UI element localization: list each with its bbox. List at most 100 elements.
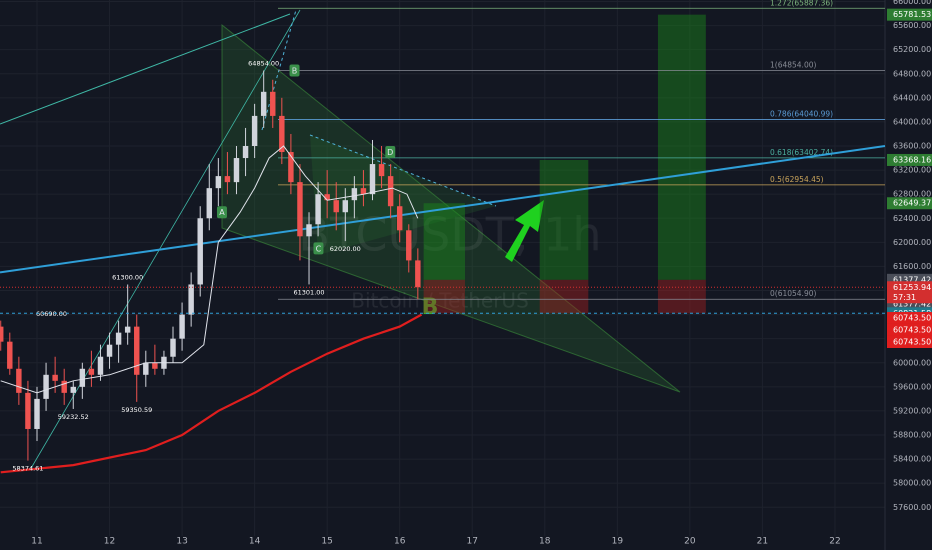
candle-body	[288, 152, 294, 183]
price-label-box	[887, 8, 932, 21]
channel-line	[29, 9, 301, 471]
price-label: 60743.50	[893, 337, 931, 346]
candle-body	[52, 374, 58, 381]
y-tick-label: 65600.00	[893, 21, 931, 30]
candle-body	[387, 176, 394, 207]
candle-body	[197, 218, 203, 285]
fib-label: 0.5(62954.45)	[770, 175, 824, 184]
pattern-label: A	[219, 208, 225, 217]
y-tick-label: 66000.00	[893, 0, 931, 6]
y-tick-label: 59200.00	[893, 406, 931, 415]
y-tick-label: 58800.00	[893, 431, 931, 440]
price-label: 60743.50	[893, 325, 931, 334]
y-tick-label: 58400.00	[893, 455, 931, 464]
fib-label: 1.272(65887.36)	[770, 0, 833, 7]
candle-body	[360, 188, 367, 195]
dashed-line	[261, 9, 297, 131]
candle-body	[333, 200, 339, 213]
y-tick-label: 64800.00	[893, 69, 931, 78]
pattern-label: B	[292, 67, 298, 76]
pattern-point	[313, 242, 324, 255]
candle-body	[215, 176, 222, 189]
pattern-point	[385, 146, 396, 159]
price-label: 61377.42	[893, 275, 931, 284]
price-label-box	[887, 335, 932, 348]
candle-body	[152, 362, 158, 369]
x-tick-label: 13	[176, 537, 187, 547]
candle-body	[170, 338, 176, 357]
price-annotation: 59232.52	[58, 413, 89, 421]
price-annotation: 58374.61	[12, 465, 43, 473]
candle-body	[415, 260, 421, 288]
candle-body	[61, 380, 67, 393]
x-tick-label: 11	[31, 537, 42, 547]
y-tick-label: 63600.00	[893, 142, 931, 151]
y-tick-label: 64400.00	[893, 93, 931, 102]
loss-zone	[423, 279, 465, 314]
y-tick-label: 64000.00	[893, 117, 931, 126]
candle-body	[242, 146, 249, 159]
candle-body	[315, 194, 321, 225]
price-annotation: 59350.59	[121, 406, 152, 414]
x-tick-label: 21	[757, 537, 768, 547]
pattern-label: D	[387, 148, 393, 157]
arrow	[505, 200, 544, 262]
candle-body	[351, 188, 358, 201]
watermark: BTCUSDT, 1h	[298, 208, 601, 262]
pattern-label: C	[316, 244, 322, 253]
candle-body	[97, 356, 104, 375]
candle-body	[324, 194, 330, 201]
candle-body	[143, 362, 149, 375]
price-annotation: 62020.00	[330, 245, 361, 253]
price-label: 61253.94	[893, 283, 931, 292]
x-tick-label: 20	[684, 537, 696, 547]
y-tick-label: 57600.00	[893, 503, 931, 512]
x-tick-label: 22	[829, 537, 840, 547]
price-annotation: 60690.00	[36, 310, 67, 318]
y-tick-label: 58000.00	[893, 479, 931, 488]
countdown: 57:31	[893, 293, 916, 302]
y-tick-label: 63200.00	[893, 166, 931, 175]
price-annotation: 61300.00	[112, 273, 143, 281]
candle-body	[179, 314, 185, 339]
moving-average	[0, 145, 419, 394]
price-label-box	[887, 323, 932, 336]
candle-body	[88, 368, 95, 375]
candle-body	[7, 341, 13, 369]
candle-body	[233, 158, 240, 183]
x-tick-label: 14	[249, 537, 261, 547]
x-tick-label: 16	[394, 537, 406, 547]
candle-body	[260, 91, 267, 116]
y-tick-label: 65200.00	[893, 45, 931, 54]
y-tick-label: 61600.00	[893, 262, 931, 271]
loss-zone	[657, 279, 706, 314]
x-tick-label: 18	[539, 537, 551, 547]
price-annotation: 61301.00	[294, 288, 325, 296]
candle-body	[134, 326, 140, 375]
candle-body	[369, 164, 376, 195]
candle-body	[378, 164, 385, 177]
pattern-point	[216, 206, 227, 219]
loss-zone	[539, 279, 589, 314]
y-tick-label: 62000.00	[893, 238, 931, 247]
price-label: 60743.50	[893, 313, 931, 322]
channel-line	[0, 13, 291, 125]
candle-body	[0, 326, 4, 342]
x-tick-label: 17	[467, 537, 478, 547]
price-label: 62649.37	[893, 199, 931, 208]
trendline	[0, 145, 886, 274]
y-tick-label: 59600.00	[893, 382, 931, 391]
fib-label: 0.618(63402.74)	[770, 148, 833, 157]
candle-body	[34, 398, 40, 429]
price-label-box	[887, 153, 932, 166]
profit-zone	[539, 159, 589, 280]
price-label-box	[887, 281, 932, 304]
candle-body	[224, 176, 231, 183]
candle-body	[270, 91, 276, 116]
candle-body	[396, 206, 403, 231]
candle-body	[16, 368, 22, 393]
fib-label: 0(61054.90)	[770, 289, 816, 298]
wedge-pattern	[310, 135, 496, 255]
